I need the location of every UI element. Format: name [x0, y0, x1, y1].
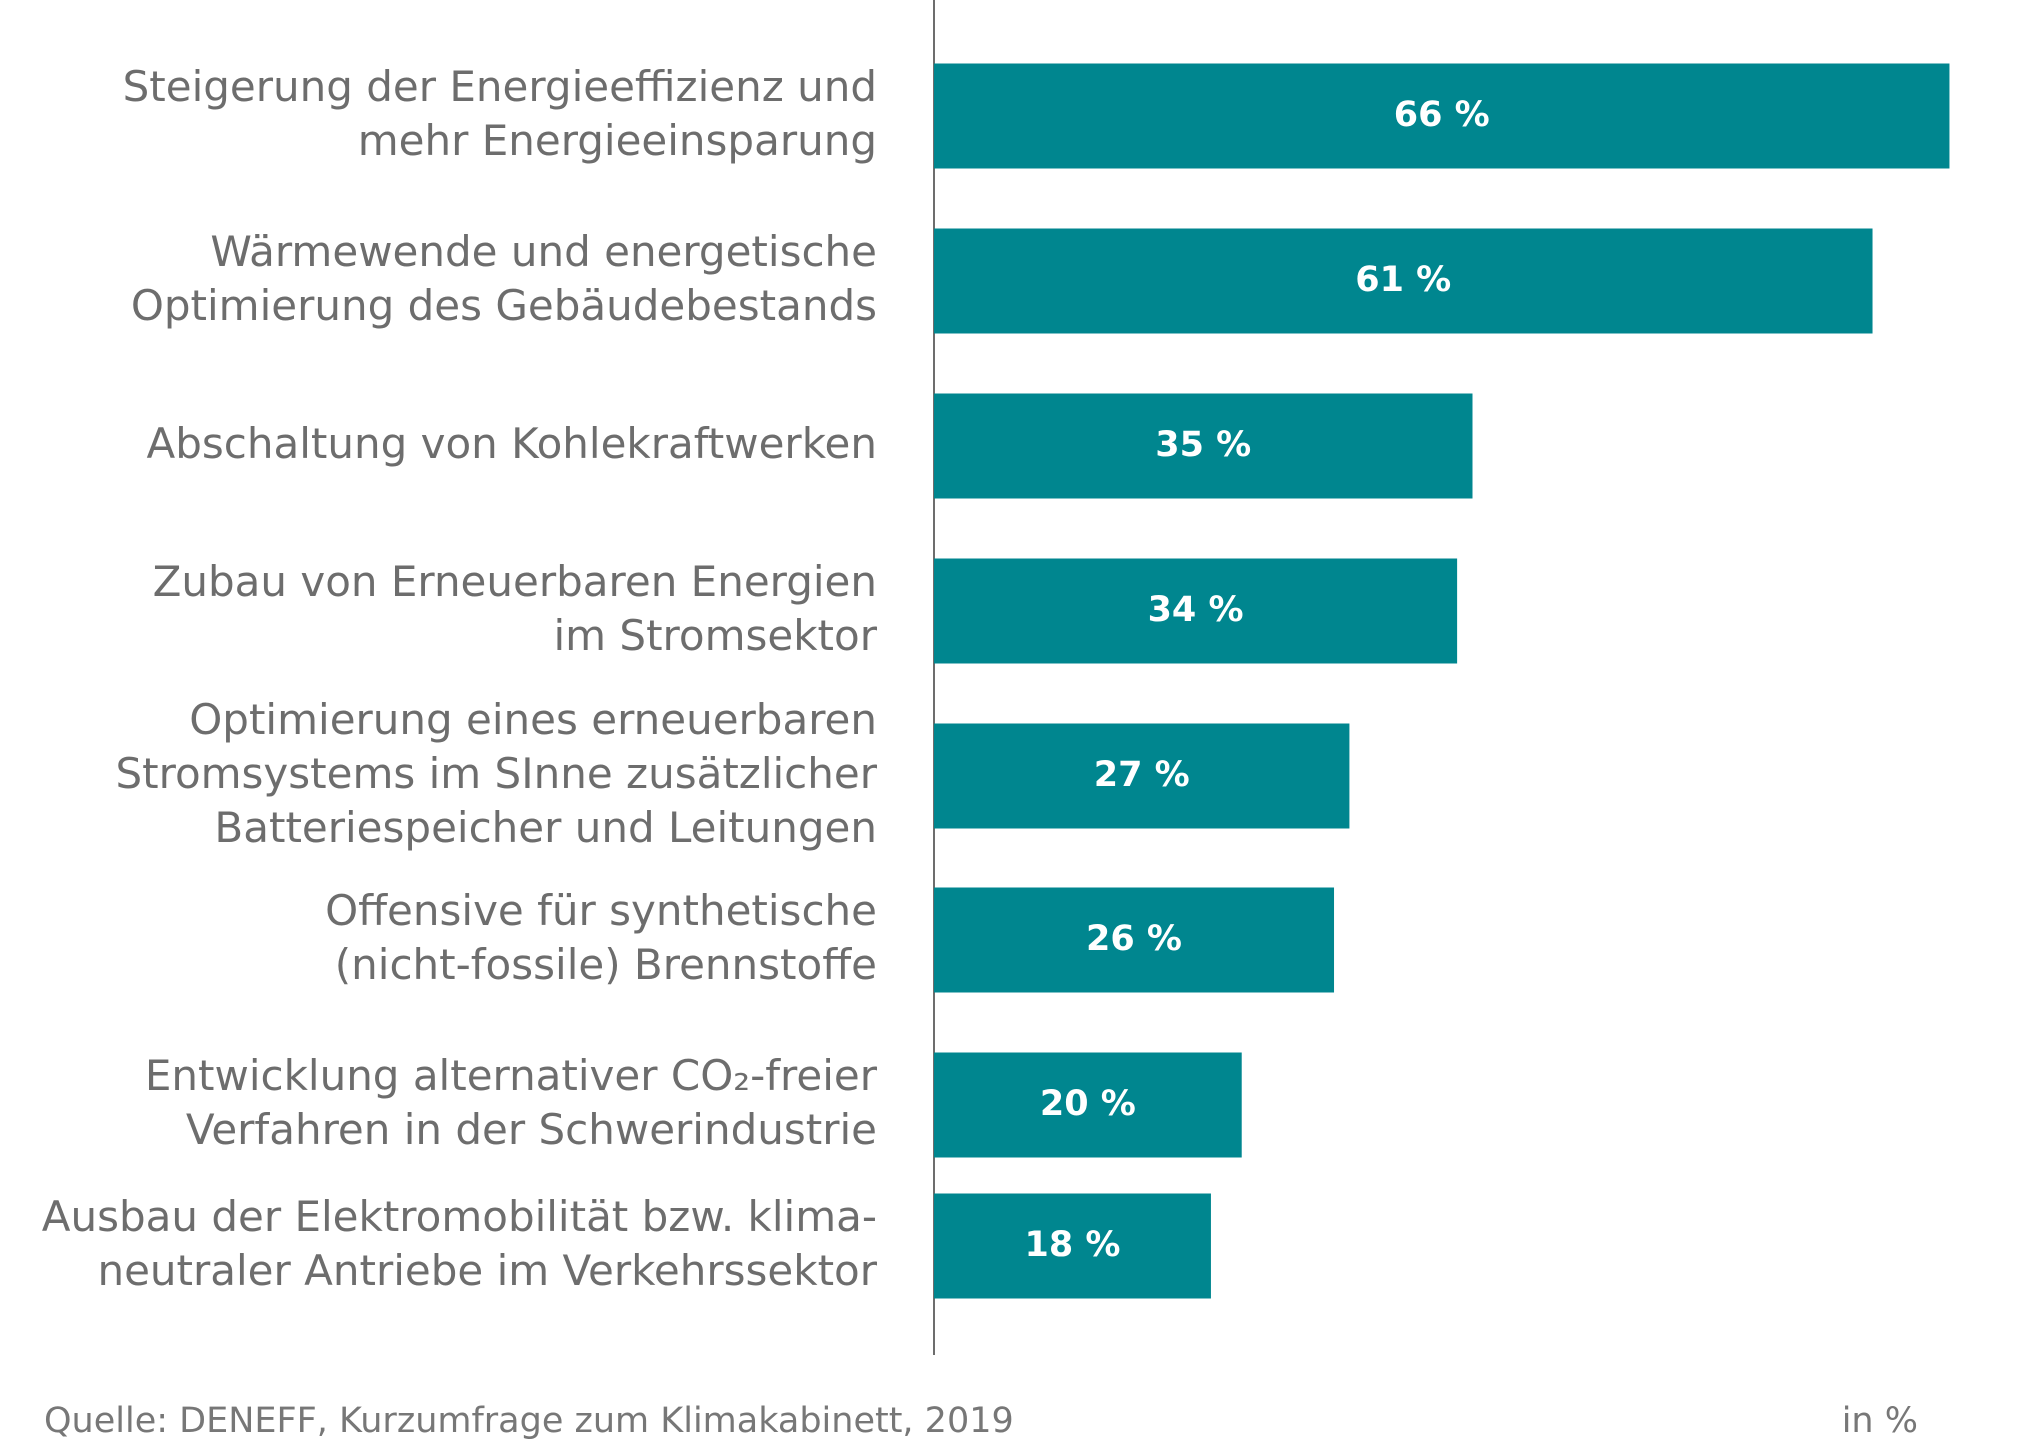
category-label: Zubau von Erneuerbaren Energien im Stroms… — [153, 557, 878, 660]
bar — [934, 887, 1335, 993]
category-line: Stromsystems im SInne zusätzlicher — [115, 749, 877, 798]
category-line: Offensive für synthetische — [325, 886, 877, 935]
value-label: 27 % — [1094, 755, 1190, 795]
bar — [934, 723, 1350, 829]
category-line: Optimierung des Gebäudebestands — [131, 281, 877, 330]
category-line: neutraler Antriebe im Verkehrssektor — [97, 1246, 877, 1295]
bar — [934, 1193, 1211, 1299]
value-label: 20 % — [1040, 1084, 1136, 1124]
value-label: 35 % — [1155, 425, 1251, 465]
category-label: Offensive für synthetische (nicht-fossile… — [325, 886, 877, 989]
category-line: mehr Energieeinsparung — [358, 116, 877, 165]
bar — [934, 63, 1950, 169]
bar — [934, 1052, 1242, 1158]
value-label: 34 % — [1148, 590, 1244, 630]
category-label: Wärmewende und energetische Optimierung d… — [131, 227, 877, 330]
category-line: Optimierung eines erneuerbaren — [189, 695, 877, 744]
value-label: 18 % — [1024, 1225, 1120, 1265]
category-label: Optimierung eines erneuerbaren Stromsyste… — [115, 695, 877, 852]
source: Quelle: DENEFF, Kurzumfrage zum Klimakab… — [44, 1401, 1014, 1441]
category-line: Verfahren in der Schwerindustrie — [186, 1105, 877, 1154]
value-label: 66 % — [1394, 95, 1490, 135]
value-label: 26 % — [1086, 919, 1182, 959]
bar — [934, 393, 1473, 499]
category-label: Steigerung der Energieeffizienz und mehr … — [123, 62, 877, 165]
bar — [934, 228, 1873, 334]
category-line: im Stromsektor — [554, 611, 878, 660]
category-line: (nicht-fossile) Brennstoffe — [335, 940, 877, 989]
category-line: Abschaltung von Kohlekraftwerken — [147, 419, 878, 468]
category-line: Steigerung der Energieeffizienz und — [123, 62, 877, 111]
category-line: Entwicklung alternativer CO₂-freier — [145, 1051, 878, 1100]
bar — [934, 558, 1458, 664]
category-line: Wärmewende und energetische — [210, 227, 877, 276]
category-line: Ausbau der Elektromobilität bzw. klima- — [42, 1192, 877, 1241]
category-label: Ausbau der Elektromobilität bzw. klima-n… — [42, 1192, 878, 1295]
unit: in % — [1842, 1401, 1918, 1441]
category-label: Entwicklung alternativer CO₂-freier Verfa… — [145, 1051, 878, 1154]
category-line: Batteriespeicher und Leitungen — [214, 803, 877, 852]
category-label: Abschaltung von Kohlekraftwerken — [147, 419, 878, 468]
category-line: Zubau von Erneuerbaren Energien — [153, 557, 877, 606]
value-label: 61 % — [1355, 260, 1451, 300]
